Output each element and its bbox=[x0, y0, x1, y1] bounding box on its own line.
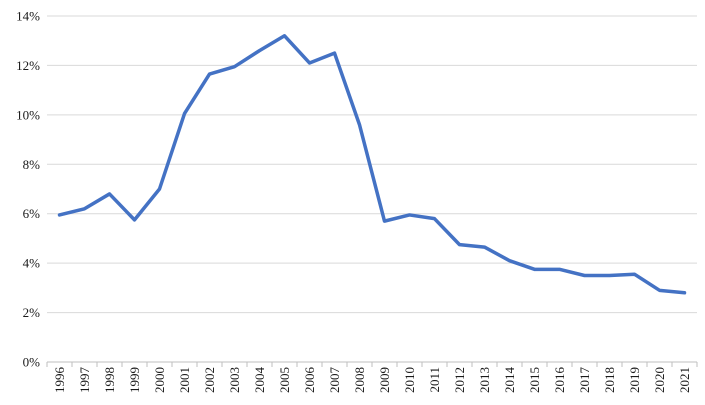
x-tick-label: 2006 bbox=[302, 367, 317, 394]
x-tick-label: 2020 bbox=[652, 367, 667, 393]
x-tick-label: 2003 bbox=[227, 367, 242, 393]
x-tick-label: 2013 bbox=[477, 367, 492, 393]
x-tick-label: 2007 bbox=[327, 367, 342, 394]
y-tick-label: 0% bbox=[23, 355, 41, 370]
x-tick-label: 1996 bbox=[52, 367, 67, 394]
x-tick-label: 2005 bbox=[277, 367, 292, 393]
x-tick-label: 2011 bbox=[427, 367, 442, 393]
y-tick-label: 2% bbox=[23, 305, 41, 320]
x-tick-label: 2014 bbox=[502, 367, 517, 394]
x-axis: 1996 1997 1998 1999 2000 2001 2002 2003 2004 2005… bbox=[46, 361, 698, 394]
series-line bbox=[57, 34, 687, 295]
x-tick-label: 2004 bbox=[252, 367, 267, 394]
x-tick-label: 2016 bbox=[552, 367, 567, 394]
x-tick-label: 2010 bbox=[402, 367, 417, 393]
gridlines bbox=[47, 15, 697, 314]
x-tick-label: 2009 bbox=[377, 367, 392, 393]
x-tick-label: 2008 bbox=[352, 367, 367, 393]
x-tick-label: 2015 bbox=[527, 367, 542, 393]
y-tick-label: 4% bbox=[23, 256, 41, 271]
x-tick-label: 2001 bbox=[177, 367, 192, 393]
series-layer bbox=[57, 34, 687, 295]
x-tick-label: 2019 bbox=[627, 367, 642, 393]
y-tick-label: 12% bbox=[16, 58, 40, 73]
x-tick-label: 2002 bbox=[202, 367, 217, 393]
y-axis-tick-labels: 0% 2% 4% 6% 8% 10% 12% 14% bbox=[16, 9, 40, 370]
x-tick-label: 2000 bbox=[152, 367, 167, 393]
y-tick-label: 8% bbox=[23, 157, 41, 172]
y-tick-label: 10% bbox=[16, 107, 40, 122]
x-tick-label: 2018 bbox=[602, 367, 617, 393]
x-tick-label: 1999 bbox=[127, 367, 142, 393]
x-tick-label: 1998 bbox=[102, 367, 117, 393]
x-tick-label: 1997 bbox=[77, 367, 92, 394]
x-tick-label: 2017 bbox=[577, 367, 592, 394]
y-tick-label: 6% bbox=[23, 206, 41, 221]
x-tick-label: 2012 bbox=[452, 367, 467, 393]
x-tick-label: 2021 bbox=[677, 367, 692, 393]
y-tick-label: 14% bbox=[16, 9, 40, 24]
